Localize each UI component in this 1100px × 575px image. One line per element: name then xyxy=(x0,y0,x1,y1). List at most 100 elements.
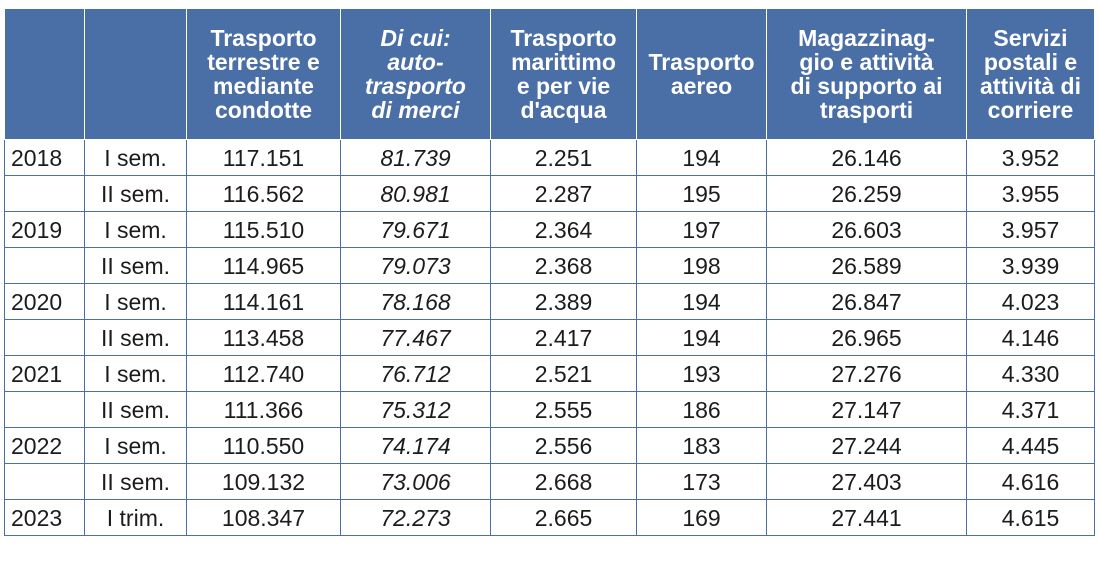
table-row: 2023 I trim. 108.347 72.273 2.665 169 27… xyxy=(4,499,1095,536)
cell-sea-transport: 2.555 xyxy=(490,391,637,428)
cell-warehousing: 27.276 xyxy=(766,355,967,392)
table-row: II sem. 111.366 75.312 2.555 186 27.147 … xyxy=(4,391,1095,428)
cell-period: II sem. xyxy=(84,463,187,500)
table-row: 2018 I sem. 117.151 81.739 2.251 194 26.… xyxy=(4,139,1095,176)
cell-warehousing: 26.847 xyxy=(766,283,967,320)
cell-year xyxy=(4,391,85,428)
cell-warehousing: 26.965 xyxy=(766,319,967,356)
cell-postal-services: 4.330 xyxy=(966,355,1095,392)
cell-period: I sem. xyxy=(84,427,187,464)
cell-land-transport: 108.347 xyxy=(186,499,341,536)
cell-road-freight: 73.006 xyxy=(340,463,491,500)
cell-land-transport: 110.550 xyxy=(186,427,341,464)
cell-road-freight: 78.168 xyxy=(340,283,491,320)
table-row: 2022 I sem. 110.550 74.174 2.556 183 27.… xyxy=(4,427,1095,464)
cell-air-transport: 193 xyxy=(636,355,767,392)
cell-air-transport: 198 xyxy=(636,247,767,284)
cell-air-transport: 194 xyxy=(636,139,767,176)
cell-land-transport: 111.366 xyxy=(186,391,341,428)
cell-air-transport: 183 xyxy=(636,427,767,464)
cell-postal-services: 4.616 xyxy=(966,463,1095,500)
cell-year: 2019 xyxy=(4,211,85,248)
cell-postal-services: 4.371 xyxy=(966,391,1095,428)
cell-land-transport: 112.740 xyxy=(186,355,341,392)
cell-sea-transport: 2.556 xyxy=(490,427,637,464)
cell-warehousing: 27.403 xyxy=(766,463,967,500)
cell-sea-transport: 2.287 xyxy=(490,175,637,212)
table-row: 2021 I sem. 112.740 76.712 2.521 193 27.… xyxy=(4,355,1095,392)
cell-road-freight: 72.273 xyxy=(340,499,491,536)
cell-postal-services: 3.955 xyxy=(966,175,1095,212)
cell-year xyxy=(4,463,85,500)
cell-sea-transport: 2.668 xyxy=(490,463,637,500)
cell-warehousing: 26.603 xyxy=(766,211,967,248)
cell-air-transport: 173 xyxy=(636,463,767,500)
cell-sea-transport: 2.389 xyxy=(490,283,637,320)
top-cropped-strip xyxy=(0,0,1100,10)
cell-warehousing: 26.259 xyxy=(766,175,967,212)
cell-period: II sem. xyxy=(84,319,187,356)
table-row: 2020 I sem. 114.161 78.168 2.389 194 26.… xyxy=(4,283,1095,320)
cell-land-transport: 115.510 xyxy=(186,211,341,248)
cell-road-freight: 77.467 xyxy=(340,319,491,356)
cell-sea-transport: 2.368 xyxy=(490,247,637,284)
cell-air-transport: 169 xyxy=(636,499,767,536)
cell-sea-transport: 2.417 xyxy=(490,319,637,356)
cell-year: 2021 xyxy=(4,355,85,392)
header-postal-services: Servizi postali e attività di corriere xyxy=(966,8,1095,140)
cell-land-transport: 114.161 xyxy=(186,283,341,320)
cell-air-transport: 195 xyxy=(636,175,767,212)
cell-postal-services: 3.939 xyxy=(966,247,1095,284)
header-row: Trasporto terrestre e mediante condotte … xyxy=(4,8,1095,140)
header-year xyxy=(4,8,85,140)
cell-warehousing: 27.147 xyxy=(766,391,967,428)
cell-air-transport: 194 xyxy=(636,319,767,356)
cell-warehousing: 26.589 xyxy=(766,247,967,284)
cell-postal-services: 4.445 xyxy=(966,427,1095,464)
cell-year xyxy=(4,319,85,356)
cell-year xyxy=(4,175,85,212)
cell-land-transport: 114.965 xyxy=(186,247,341,284)
cell-period: II sem. xyxy=(84,175,187,212)
header-warehousing: Magazzinag- gio e attività di supporto a… xyxy=(766,8,967,140)
cell-year: 2020 xyxy=(4,283,85,320)
cell-period: II sem. xyxy=(84,391,187,428)
table-row: 2019 I sem. 115.510 79.671 2.364 197 26.… xyxy=(4,211,1095,248)
table-row: II sem. 114.965 79.073 2.368 198 26.589 … xyxy=(4,247,1095,284)
cell-period: II sem. xyxy=(84,247,187,284)
cell-year: 2018 xyxy=(4,139,85,176)
cell-land-transport: 116.562 xyxy=(186,175,341,212)
table-row: II sem. 116.562 80.981 2.287 195 26.259 … xyxy=(4,175,1095,212)
cell-road-freight: 76.712 xyxy=(340,355,491,392)
cell-period: I sem. xyxy=(84,355,187,392)
cell-road-freight: 80.981 xyxy=(340,175,491,212)
cell-postal-services: 3.957 xyxy=(966,211,1095,248)
header-air-transport: Trasporto aereo xyxy=(636,8,767,140)
cell-sea-transport: 2.665 xyxy=(490,499,637,536)
header-road-freight: Di cui: auto- trasporto di merci xyxy=(340,8,491,140)
header-sea-transport: Trasporto marittimo e per vie d'acqua xyxy=(490,8,637,140)
cell-land-transport: 113.458 xyxy=(186,319,341,356)
header-land-transport: Trasporto terrestre e mediante condotte xyxy=(186,8,341,140)
header-period xyxy=(84,8,187,140)
cell-air-transport: 197 xyxy=(636,211,767,248)
cell-road-freight: 81.739 xyxy=(340,139,491,176)
cell-postal-services: 3.952 xyxy=(966,139,1095,176)
table-row: II sem. 109.132 73.006 2.668 173 27.403 … xyxy=(4,463,1095,500)
cell-land-transport: 117.151 xyxy=(186,139,341,176)
cell-period: I sem. xyxy=(84,211,187,248)
table-row: II sem. 113.458 77.467 2.417 194 26.965 … xyxy=(4,319,1095,356)
cell-sea-transport: 2.251 xyxy=(490,139,637,176)
cell-sea-transport: 2.521 xyxy=(490,355,637,392)
cell-road-freight: 74.174 xyxy=(340,427,491,464)
cell-postal-services: 4.615 xyxy=(966,499,1095,536)
cell-road-freight: 75.312 xyxy=(340,391,491,428)
cell-air-transport: 186 xyxy=(636,391,767,428)
cell-warehousing: 27.441 xyxy=(766,499,967,536)
transport-table: Trasporto terrestre e mediante condotte … xyxy=(4,8,1095,536)
cell-year: 2022 xyxy=(4,427,85,464)
cell-period: I sem. xyxy=(84,139,187,176)
cell-postal-services: 4.023 xyxy=(966,283,1095,320)
cell-road-freight: 79.073 xyxy=(340,247,491,284)
cell-period: I sem. xyxy=(84,283,187,320)
